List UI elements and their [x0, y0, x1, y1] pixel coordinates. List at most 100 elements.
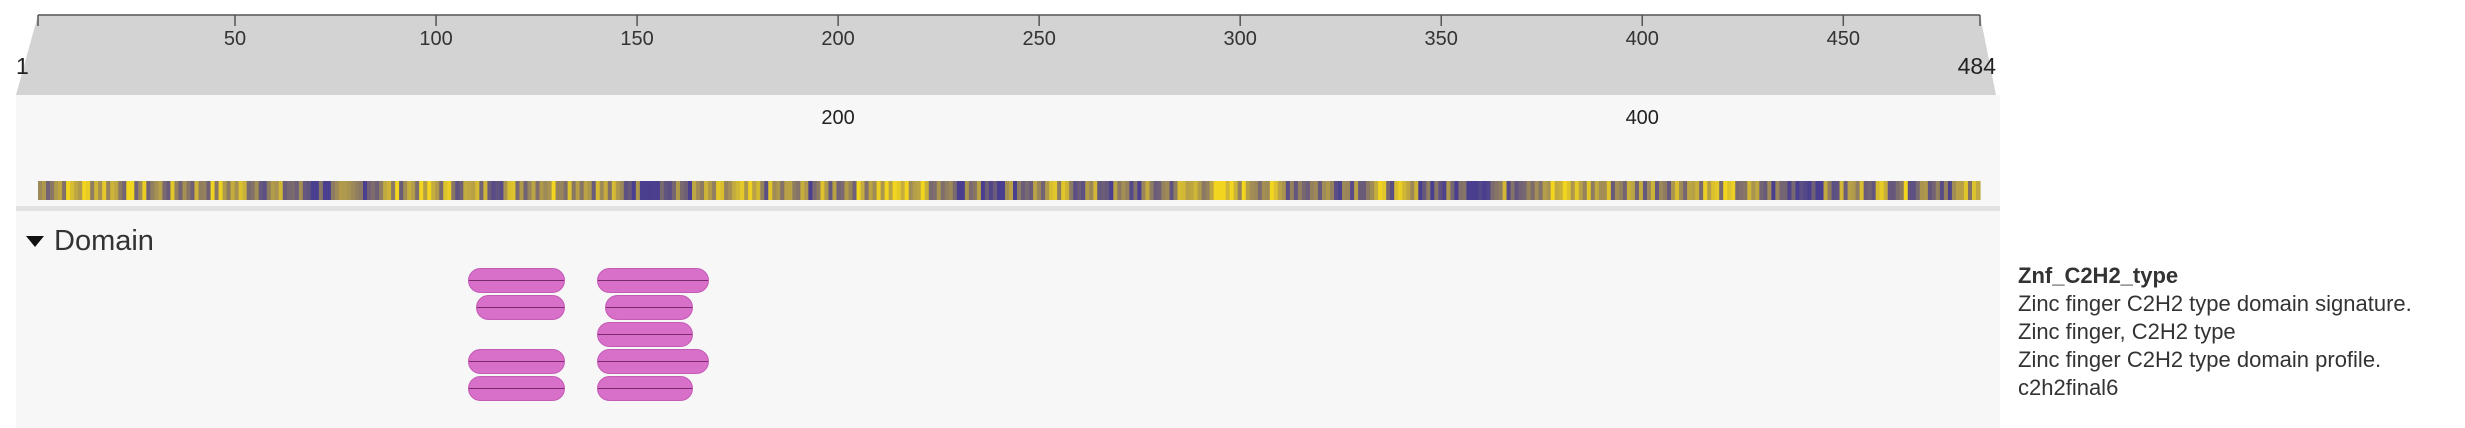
domain-feature-znf-c2h2[interactable]: [596, 268, 710, 293]
heatmap-cell: [1582, 181, 1588, 200]
heatmap-cell: [852, 181, 858, 200]
heatmap-cell: [1121, 181, 1126, 200]
heatmap-cell: [78, 181, 83, 200]
domain-feature-znf-c2h2[interactable]: [468, 349, 565, 374]
heatmap-cell: [1033, 181, 1038, 200]
heatmap-cell: [1759, 181, 1764, 200]
heatmap-cell: [1739, 181, 1744, 200]
heatmap-cell: [38, 181, 43, 200]
heatmap-cell: [234, 181, 240, 200]
heatmap-cell: [1089, 181, 1094, 200]
heatmap-cell: [134, 181, 139, 200]
heatmap-cell: [1470, 181, 1476, 200]
heatmap-cell: [972, 181, 978, 200]
heatmap-cell: [792, 181, 797, 200]
heatmap-cell: [1185, 181, 1191, 200]
heatmap-cell: [1253, 181, 1259, 200]
heatmap-cell: [1013, 181, 1018, 200]
heatmap-cell: [1715, 181, 1720, 200]
heatmap-cell: [1594, 181, 1600, 200]
sequence-conservation-heatmap[interactable]: [38, 181, 1981, 200]
heatmap-cell: [1221, 181, 1227, 200]
heatmap-cell: [74, 181, 79, 200]
heatmap-cell: [1410, 181, 1415, 200]
ruler-tick-label: 400: [1626, 28, 1659, 50]
heatmap-cell: [206, 181, 212, 200]
domain-feature-znf-c2h2[interactable]: [596, 322, 694, 347]
heatmap-cell: [1771, 181, 1776, 200]
ruler-tick-label: 300: [1224, 28, 1257, 50]
heatmap-cell: [1638, 181, 1644, 200]
heatmap-cell: [1927, 181, 1933, 200]
heatmap-cell: [1358, 181, 1363, 200]
domain-feature-znf-c2h2[interactable]: [604, 295, 694, 320]
heatmap-cell: [1554, 181, 1560, 200]
heatmap-cell: [1133, 181, 1138, 200]
heatmap-cell: [479, 181, 484, 200]
heatmap-cell: [1735, 181, 1740, 200]
heatmap-cell: [543, 181, 549, 200]
heatmap-cell: [1526, 181, 1532, 200]
heatmap-cell: [1109, 181, 1114, 200]
heatmap-cell: [1562, 181, 1568, 200]
heatmap-cell: [1859, 181, 1865, 200]
heatmap-cell: [1261, 181, 1267, 200]
heatmap-cell: [262, 181, 268, 200]
heatmap-cell: [952, 181, 958, 200]
heatmap-cell: [828, 181, 834, 200]
heatmap-cell: [435, 181, 440, 200]
heatmap-cell: [696, 181, 701, 200]
heatmap-cell: [615, 181, 621, 200]
heatmap-cell: [1004, 181, 1010, 200]
heatmap-cell: [258, 181, 264, 200]
domain-legend: Znf_C2H2_type Zinc finger C2H2 type doma…: [2018, 262, 2458, 402]
heatmap-cell: [1233, 181, 1239, 200]
heatmap-cell: [338, 181, 344, 200]
heatmap-cell: [1057, 181, 1062, 200]
heatmap-cell: [1602, 181, 1608, 200]
domain-section-toggle[interactable]: Domain: [26, 225, 154, 258]
heatmap-cell: [278, 181, 284, 200]
heatmap-cell: [1225, 181, 1231, 200]
heatmap-cell: [1450, 181, 1455, 200]
heatmap-cell: [1731, 181, 1736, 200]
heatmap-cell: [1069, 181, 1074, 200]
heatmap-cell: [780, 181, 785, 200]
heatmap-cell: [475, 181, 480, 200]
heatmap-cell: [1566, 181, 1572, 200]
heatmap-cell: [1538, 181, 1544, 200]
domain-feature-znf-c2h2[interactable]: [468, 268, 565, 293]
heatmap-cell: [238, 181, 244, 200]
heatmap-cell: [314, 181, 320, 200]
heatmap-cell: [214, 181, 220, 200]
heatmap-cell: [1703, 181, 1708, 200]
domain-feature-znf-c2h2[interactable]: [596, 376, 694, 401]
heatmap-cell: [1851, 181, 1857, 200]
heatmap-cell: [1506, 181, 1512, 200]
heatmap-cell: [1398, 181, 1403, 200]
heatmap-cell: [226, 181, 232, 200]
heatmap-cell: [1951, 181, 1957, 200]
heatmap-cell: [383, 181, 388, 200]
heatmap-cell: [864, 181, 870, 200]
domain-feature-znf-c2h2[interactable]: [596, 349, 710, 374]
heatmap-cell: [114, 181, 119, 200]
heatmap-cell: [515, 181, 521, 200]
domain-feature-znf-c2h2[interactable]: [476, 295, 565, 320]
heatmap-cell: [1073, 181, 1078, 200]
heatmap-cell: [1145, 181, 1151, 200]
heatmap-cell: [1883, 181, 1889, 200]
heatmap-cell: [643, 181, 649, 200]
heatmap-cell: [559, 181, 565, 200]
navigation-ruler[interactable]: 50 100 150 200 250 300 350 400 450 1 484 200 400: [0, 0, 2000, 210]
heatmap-cell: [896, 181, 902, 200]
heatmap-cell: [403, 181, 408, 200]
caret-down-icon[interactable]: [26, 236, 44, 247]
heatmap-cell: [1663, 181, 1668, 200]
heatmap-cell: [1570, 181, 1576, 200]
heatmap-cell: [1293, 181, 1299, 200]
zoom-band[interactable]: [16, 15, 1996, 95]
domain-feature-znf-c2h2[interactable]: [468, 376, 565, 401]
heatmap-cell: [182, 181, 188, 200]
heatmap-cell: [411, 181, 416, 200]
